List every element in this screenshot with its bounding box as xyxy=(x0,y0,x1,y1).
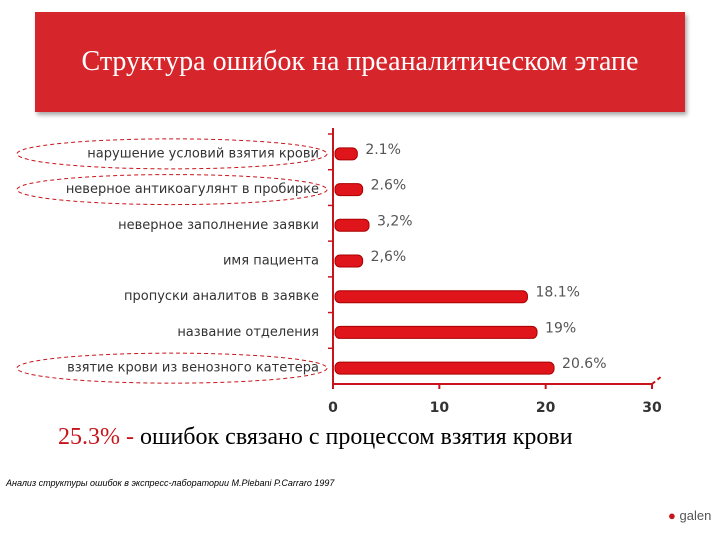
annotation: 25.3% - ошибок связано с процессом взяти… xyxy=(58,424,573,451)
y-tick-label: нарушение условий взятия крови xyxy=(87,146,319,161)
value-label: 2.1% xyxy=(365,142,401,158)
value-label: 3,2% xyxy=(377,213,413,229)
x-tick-label: 0 xyxy=(328,400,338,416)
chart-title: Структура ошибок на преаналитическом эта… xyxy=(81,46,639,77)
annotation-text: ошибок связано с процессом взятия крови xyxy=(139,424,573,450)
value-label: 2,6% xyxy=(371,249,407,265)
title-box: Структура ошибок на преаналитическом эта… xyxy=(35,12,685,112)
y-tick-label: название отделения xyxy=(177,325,319,340)
y-tick-label: пропуски аналитов в заявке xyxy=(124,289,319,304)
x-tick-label: 30 xyxy=(642,400,662,416)
value-label: 18.1% xyxy=(535,285,579,301)
y-tick-label: взятие крови из венозного катетера xyxy=(67,361,319,376)
footnote: Анализ структуры ошибок в экспресс-лабор… xyxy=(6,478,335,488)
x-tick-label: 10 xyxy=(430,400,450,416)
y-tick-label: неверное заполнение заявки xyxy=(118,218,319,233)
value-label: 19% xyxy=(545,320,576,336)
bar xyxy=(334,218,370,232)
highlight-ellipse xyxy=(16,174,328,206)
y-tick-label: имя пациента xyxy=(223,254,319,269)
annotation-highlight: 25.3% - xyxy=(58,424,134,450)
logo-text: galen xyxy=(679,508,712,523)
bar xyxy=(334,254,364,268)
bar xyxy=(334,290,528,304)
bar xyxy=(334,361,555,375)
bar xyxy=(334,325,538,339)
y-tick-label: неверное антикоагулянт в пробирке xyxy=(66,182,319,197)
logo: ● galen xyxy=(668,508,712,523)
axis-line xyxy=(651,375,663,385)
highlight-ellipse xyxy=(16,138,328,170)
x-tick-label: 20 xyxy=(536,400,556,416)
value-label: 2.6% xyxy=(371,178,407,194)
value-label: 20.6% xyxy=(562,356,606,372)
bar xyxy=(334,147,358,161)
bar xyxy=(334,183,364,197)
highlight-ellipse xyxy=(16,352,328,384)
